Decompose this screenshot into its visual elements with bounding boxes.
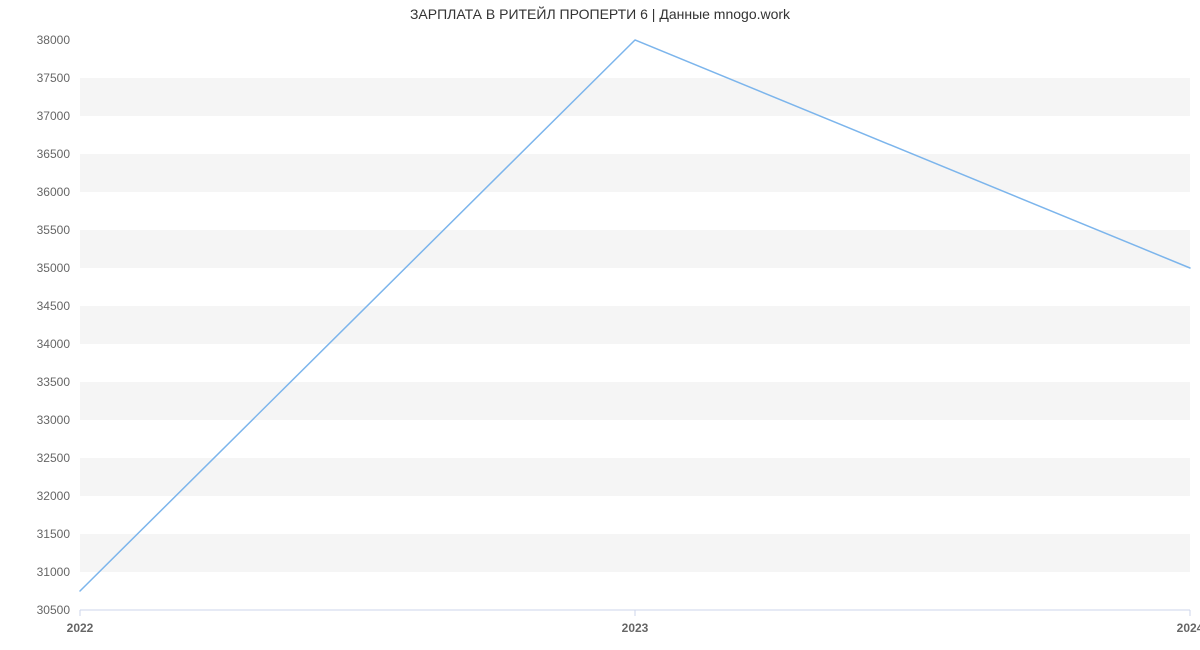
y-tick-label: 33500 [37,375,71,389]
chart-svg: 30500 31000 31500 32000 32500 33000 33500 34000… [0,0,1200,650]
plot-band [80,154,1190,192]
y-tick-label: 36500 [37,147,71,161]
y-tick-label: 38000 [37,33,71,47]
plot-band [80,382,1190,420]
plot-band [80,40,1190,78]
x-tick-label: 2023 [622,621,649,635]
y-tick-label: 35500 [37,223,71,237]
y-tick-label: 35000 [37,261,71,275]
y-tick-label: 37500 [37,71,71,85]
y-tick-label: 33000 [37,413,71,427]
chart-title: ЗАРПЛАТА В РИТЕЙЛ ПРОПЕРТИ 6 | Данные mn… [0,6,1200,22]
y-tick-label: 31000 [37,565,71,579]
plot-band [80,116,1190,154]
y-tick-label: 32500 [37,451,71,465]
plot-band [80,572,1190,610]
plot-band [80,458,1190,496]
y-tick-label: 31500 [37,527,71,541]
y-tick-label: 34000 [37,337,71,351]
y-tick-label: 32000 [37,489,71,503]
chart-container: ЗАРПЛАТА В РИТЕЙЛ ПРОПЕРТИ 6 | Данные mn… [0,0,1200,650]
x-tick-label: 2024 [1177,621,1200,635]
y-tick-label: 34500 [37,299,71,313]
plot-band [80,268,1190,306]
plot-band [80,344,1190,382]
y-tick-label: 37000 [37,109,71,123]
plot-band [80,306,1190,344]
x-tick-label: 2022 [67,621,94,635]
plot-band [80,534,1190,572]
plot-band [80,230,1190,268]
y-tick-label: 36000 [37,185,71,199]
plot-band [80,78,1190,116]
plot-band [80,192,1190,230]
plot-band [80,496,1190,534]
y-tick-label: 30500 [37,603,71,617]
